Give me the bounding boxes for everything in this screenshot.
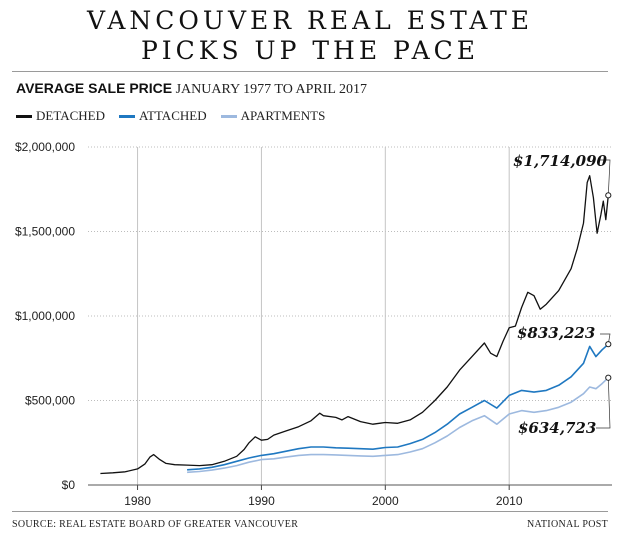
series-line-detached <box>100 175 609 475</box>
legend-item-detached: DETACHED <box>16 108 105 124</box>
series-line-apartments <box>187 377 609 474</box>
legend-swatch-detached <box>16 114 32 118</box>
x-tick-label: 1990 <box>248 494 275 508</box>
subtitle-date-range: JANUARY 1977 TO APRIL 2017 <box>175 82 367 97</box>
y-tick-label: $500,000 <box>25 394 75 408</box>
chart-title: VANCOUVER REAL ESTATE PICKS UP THE PACE <box>0 6 620 66</box>
title-divider <box>12 71 608 72</box>
y-tick-label: $2,000,000 <box>15 140 75 154</box>
footer-divider <box>12 511 608 512</box>
legend-label-apartments: APARTMENTS <box>240 108 326 123</box>
legend-item-attached: ATTACHED <box>119 108 207 124</box>
legend: DETACHED ATTACHED APARTMENTS <box>16 108 325 124</box>
end-label-leader-detached <box>598 159 611 196</box>
x-tick-label: 2010 <box>496 494 523 508</box>
subtitle-measure: AVERAGE SALE PRICE <box>16 80 173 96</box>
legend-swatch-attached <box>119 114 136 118</box>
series-line-attached <box>187 343 609 471</box>
end-value-label-apartments: $634,723 <box>518 419 596 437</box>
legend-label-attached: ATTACHED <box>139 108 207 123</box>
end-value-label-attached: $833,223 <box>517 324 595 342</box>
title-line-1: VANCOUVER REAL ESTATE <box>86 6 534 35</box>
legend-item-apartments: APARTMENTS <box>220 108 326 124</box>
legend-label-detached: DETACHED <box>36 108 106 123</box>
chart-subtitle: AVERAGE SALE PRICE JANUARY 1977 TO APRIL… <box>16 80 367 98</box>
publisher-credit: NATIONAL POST <box>526 519 608 530</box>
end-point-marker-detached <box>605 192 612 199</box>
end-value-label-detached: $1,714,090 <box>513 152 608 170</box>
y-tick-label: $0 <box>62 478 76 492</box>
end-point-marker-apartments <box>605 374 612 381</box>
end-point-marker-attached <box>605 341 612 348</box>
x-tick-label: 1980 <box>124 494 151 508</box>
y-tick-label: $1,000,000 <box>15 309 75 323</box>
y-tick-label: $1,500,000 <box>15 225 75 239</box>
title-line-2: PICKS UP THE PACE <box>140 36 480 65</box>
end-label-leader-attached <box>600 333 611 345</box>
source-note: SOURCE: REAL ESTATE BOARD OF GREATER VAN… <box>12 519 299 530</box>
x-tick-label: 2000 <box>372 494 399 508</box>
legend-swatch-apartments <box>220 114 237 118</box>
end-label-leader-apartments <box>596 377 611 429</box>
